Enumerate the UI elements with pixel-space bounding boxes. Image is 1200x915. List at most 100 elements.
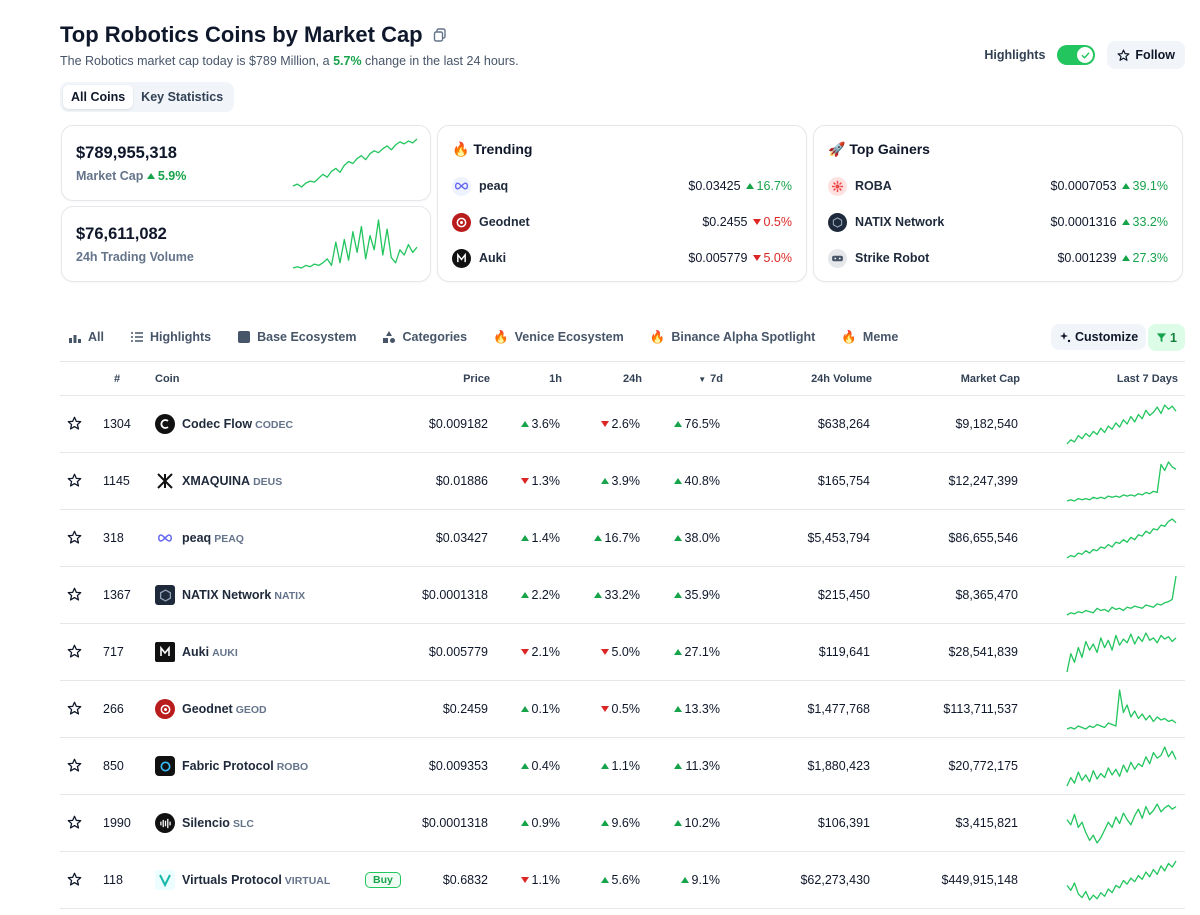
change-h24: 33.2%: [580, 588, 640, 602]
fire-icon: 🔥: [841, 329, 857, 344]
favorite-star-icon[interactable]: [67, 587, 82, 602]
row-price: $0.009353: [428, 759, 488, 773]
row-price: $0.005779: [428, 645, 488, 659]
coin-cell[interactable]: Auki AUKI: [155, 642, 238, 662]
table-row[interactable]: 1990 Silencio SLC $0.0001318 0.9% 9.6% 10…: [60, 795, 1185, 852]
table-row[interactable]: 118 Virtuals Protocol VIRTUAL Buy $0.6832…: [60, 852, 1185, 909]
coin-cell[interactable]: peaq PEAQ: [155, 528, 244, 548]
tab-venice-ecosystem[interactable]: 🔥 Venice Ecosystem: [493, 329, 624, 345]
market-cap-label-row: Market Cap 5.9%: [76, 169, 186, 183]
highlights-label: Highlights: [984, 48, 1046, 62]
coin-symbol: ROBO: [276, 761, 309, 773]
trending-title: 🔥 Trending: [452, 141, 533, 157]
row-rank: 1145: [103, 474, 130, 488]
row-sparkline: [1066, 689, 1177, 730]
copy-icon[interactable]: [433, 28, 447, 42]
trending-item[interactable]: peaq $0.03425 16.7%: [452, 175, 792, 197]
table-row[interactable]: 717 Auki AUKI $0.005779 2.1% 5.0% 27.1% $…: [60, 624, 1185, 681]
segment-key-statistics[interactable]: Key Statistics: [141, 90, 224, 104]
page-subtitle: The Robotics market cap today is $789 Mi…: [60, 54, 519, 68]
coin-cell[interactable]: Geodnet GEOD: [155, 699, 267, 719]
codec-flow-logo-icon: [155, 414, 175, 434]
filter-icon: [1156, 333, 1167, 343]
header-market-cap[interactable]: Market Cap: [960, 373, 1020, 385]
peaq-logo-icon: [452, 176, 471, 196]
header-7d[interactable]: ▼ 7d: [698, 373, 723, 385]
change-h24: 9.6%: [580, 816, 640, 830]
tab-all[interactable]: All: [68, 326, 104, 348]
gainer-item[interactable]: Strike Robot $0.001239 27.3%: [828, 247, 1168, 269]
header-coin[interactable]: Coin: [155, 373, 180, 385]
change-h1: 3.6%: [500, 417, 560, 431]
sparkline-path: [1066, 461, 1177, 502]
favorite-star-icon[interactable]: [67, 701, 82, 716]
table-row[interactable]: 318 peaq PEAQ $0.03427 1.4% 16.7% 38.0% $…: [60, 510, 1185, 567]
row-sparkline: [1066, 404, 1177, 445]
coin-cell[interactable]: Fabric Protocol ROBO: [155, 756, 308, 776]
row-price: $0.03427: [435, 531, 488, 545]
change-h24: 2.6%: [580, 417, 640, 431]
header-24h-volume[interactable]: 24h Volume: [811, 373, 872, 385]
customize-button[interactable]: Customize: [1051, 324, 1147, 350]
change-h1: 1.4%: [500, 531, 560, 545]
header-price[interactable]: Price: [463, 373, 490, 385]
follow-button[interactable]: Follow: [1107, 41, 1185, 69]
favorite-star-icon[interactable]: [67, 872, 82, 887]
favorite-star-icon[interactable]: [67, 473, 82, 488]
coin-cell[interactable]: Virtuals Protocol VIRTUAL: [155, 870, 330, 890]
sparkline-path: [1066, 575, 1177, 616]
table-row[interactable]: 266 Geodnet GEOD $0.2459 0.1% 0.5% 13.3% …: [60, 681, 1185, 738]
favorite-star-icon[interactable]: [67, 530, 82, 545]
gainer-item[interactable]: ROBA $0.0007053 39.1%: [828, 175, 1168, 197]
gainer-coin-name: NATIX Network: [855, 215, 945, 229]
trending-item[interactable]: Auki $0.005779 5.0%: [452, 247, 792, 269]
market-cap-value: $789,955,318: [76, 144, 177, 162]
sparkline-path: [292, 219, 418, 269]
header-24h[interactable]: 24h: [623, 373, 642, 385]
volume-sparkline: [292, 219, 418, 269]
tab-meme[interactable]: 🔥 Meme: [841, 329, 899, 345]
change-d7: 38.0%: [660, 531, 720, 545]
segment-all-coins[interactable]: All Coins: [63, 85, 134, 109]
row-market-cap: $86,655,546: [948, 531, 1018, 545]
change-h1: 2.1%: [500, 645, 560, 659]
filter-button[interactable]: 1: [1148, 324, 1185, 351]
header-rank[interactable]: #: [114, 373, 121, 385]
row-price: $0.0001318: [421, 588, 488, 602]
coin-name: Auki: [182, 645, 210, 659]
favorite-star-icon[interactable]: [67, 416, 82, 431]
tab-highlights[interactable]: Highlights: [130, 326, 211, 348]
sparkline-path: [1066, 518, 1177, 559]
coin-cell[interactable]: Silencio SLC: [155, 813, 254, 833]
tab-base-ecosystem[interactable]: Base Ecosystem: [237, 326, 356, 348]
change-h24: 1.1%: [580, 759, 640, 773]
favorite-star-icon[interactable]: [67, 815, 82, 830]
gainer-item[interactable]: NATIX Network $0.0001316 33.2%: [828, 211, 1168, 233]
table-row[interactable]: 1145 XMAQUINA DEUS $0.01886 1.3% 3.9% 40.…: [60, 453, 1185, 510]
favorite-star-icon[interactable]: [67, 758, 82, 773]
coin-name: Fabric Protocol: [182, 759, 274, 773]
tab-categories[interactable]: Categories: [382, 326, 467, 348]
header-1h[interactable]: 1h: [549, 373, 562, 385]
subtitle-percent: 5.7%: [333, 54, 362, 68]
market-cap-sparkline: [292, 138, 418, 188]
buy-button[interactable]: Buy: [365, 872, 401, 888]
row-market-cap: $9,182,540: [955, 417, 1018, 431]
change-h24: 5.0%: [580, 645, 640, 659]
table-row[interactable]: 1367 NATIX Network NATIX $0.0001318 2.2% …: [60, 567, 1185, 624]
coin-symbol: PEAQ: [214, 533, 244, 545]
category-tabs: All Highlights Base Ecosystem Categories…: [68, 326, 924, 348]
coin-cell[interactable]: XMAQUINA DEUS: [155, 471, 282, 491]
row-sparkline: [1066, 518, 1177, 559]
table-row[interactable]: 850 Fabric Protocol ROBO $0.009353 0.4% 1…: [60, 738, 1185, 795]
highlights-toggle[interactable]: [1057, 45, 1096, 65]
row-24h-volume: $106,391: [817, 816, 870, 830]
tab-binance-alpha-spotlight[interactable]: 🔥 Binance Alpha Spotlight: [649, 329, 816, 345]
trending-item[interactable]: Geodnet $0.2455 0.5%: [452, 211, 792, 233]
sparkline-path: [1066, 746, 1177, 787]
table-row[interactable]: 1304 Codec Flow CODEC $0.009182 3.6% 2.6%…: [60, 396, 1185, 453]
coin-cell[interactable]: Codec Flow CODEC: [155, 414, 293, 434]
volume-card: $76,611,082 24h Trading Volume: [61, 206, 431, 282]
favorite-star-icon[interactable]: [67, 644, 82, 659]
coin-cell[interactable]: NATIX Network NATIX: [155, 585, 305, 605]
